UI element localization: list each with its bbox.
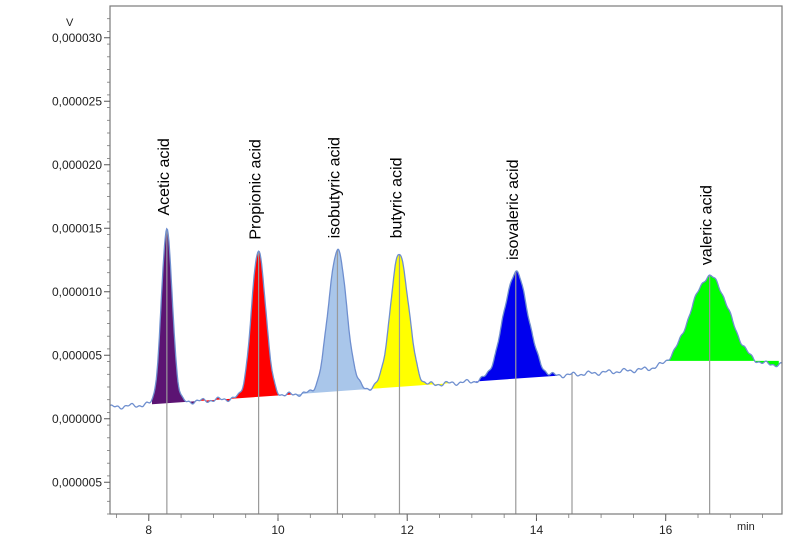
y-tick-label: 0,000025 xyxy=(52,94,102,108)
x-tick-label: 16 xyxy=(659,523,673,537)
y-tick-label: 0,000000 xyxy=(52,412,102,426)
peak-fill xyxy=(200,251,297,403)
x-unit-label: min xyxy=(737,521,755,533)
peak-labels: Acetic acid Propionic acid isobutyric acid… xyxy=(156,137,716,265)
peak-label: Acetic acid xyxy=(156,138,173,215)
y-tick-label: 0,000010 xyxy=(52,285,102,299)
x-axis-ticks: 8 10 12 14 16 xyxy=(116,514,764,537)
peak-label: isobutyric acid xyxy=(326,137,343,238)
peak-label: Propionic acid xyxy=(248,139,265,240)
y-tick-label: 0,000030 xyxy=(52,31,102,45)
y-unit-label: V xyxy=(66,17,74,29)
x-tick-label: 10 xyxy=(271,523,285,537)
peak-fill xyxy=(665,275,779,367)
peak-label: butyric acid xyxy=(388,157,405,238)
y-tick-label: 0,000005 xyxy=(52,475,102,489)
peak-label: isovaleric acid xyxy=(505,160,522,260)
y-tick-label: 0,000020 xyxy=(52,158,102,172)
y-tick-label: 0,000015 xyxy=(52,221,102,235)
y-axis-ticks: 0,000030 0,000025 0,000020 0,000015 0,000010… xyxy=(52,18,110,515)
retention-markers xyxy=(166,228,711,514)
x-tick-label: 14 xyxy=(530,523,544,537)
signal-trace xyxy=(109,227,783,410)
peak-label: valeric acid xyxy=(699,185,716,265)
x-tick-label: 8 xyxy=(145,523,152,537)
x-tick-label: 12 xyxy=(401,523,415,537)
y-tick-label: 0,000005 xyxy=(52,348,102,362)
